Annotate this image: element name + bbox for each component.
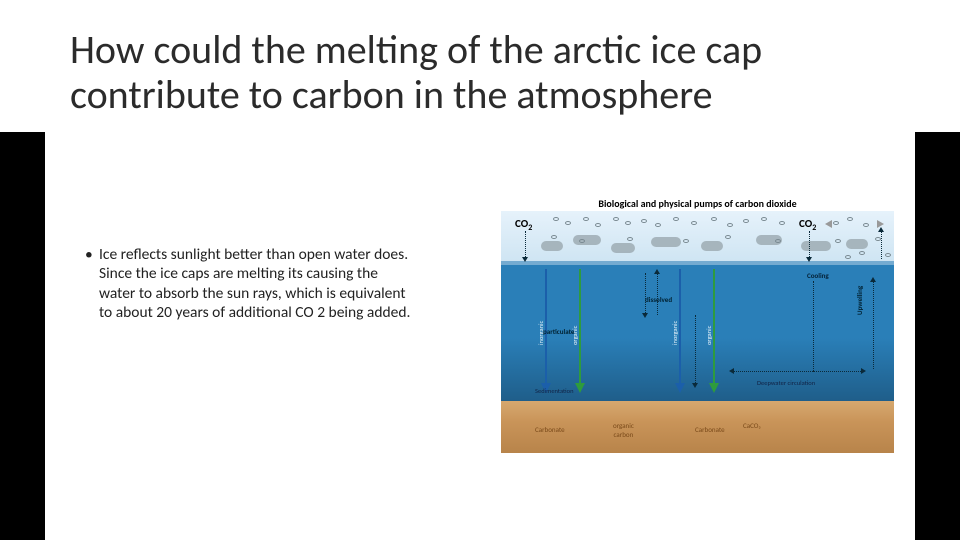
bubble-icon xyxy=(775,239,781,243)
arrow-label: inorganic xyxy=(671,321,679,345)
bubble-icon xyxy=(859,251,865,255)
dotted-arrow xyxy=(813,281,814,371)
cloud-icon xyxy=(846,239,868,249)
arrow-label: organic xyxy=(705,326,713,345)
arrowhead-icon xyxy=(642,313,648,318)
cloud-icon xyxy=(801,241,831,251)
label-deepwater: Deepwater circulation xyxy=(757,379,815,387)
bubble-icon xyxy=(583,217,589,221)
bubble-icon xyxy=(885,253,891,257)
arrowhead-icon xyxy=(870,277,876,282)
label-cooling: Cooling xyxy=(807,271,829,280)
diagram-title: Biological and physical pumps of carbon … xyxy=(495,197,900,210)
bubble-icon xyxy=(727,223,733,227)
cloud-icon xyxy=(701,241,723,251)
bubble-icon xyxy=(691,221,697,225)
label-dissolved: dissolved xyxy=(645,295,672,304)
carbon-pump-diagram: Biological and physical pumps of carbon … xyxy=(495,195,900,460)
bubble-icon xyxy=(579,239,585,243)
bubble-icon xyxy=(595,223,601,227)
bubble-icon xyxy=(627,237,633,241)
arrowhead-icon xyxy=(654,269,660,274)
bubble-icon xyxy=(779,221,785,225)
co2-right-label: CO2 xyxy=(799,217,816,233)
tri-icon xyxy=(825,220,832,228)
arrowhead-icon xyxy=(861,368,866,374)
dotted-arrow xyxy=(881,231,882,259)
slide-title: How could the melting of the arctic ice … xyxy=(70,28,890,118)
arrowhead-icon xyxy=(878,227,884,232)
bubble-icon xyxy=(833,221,839,225)
arrowhead-icon xyxy=(692,383,698,388)
dotted-arrow xyxy=(525,231,526,259)
co2-left-label: CO2 xyxy=(515,217,532,233)
bubble-icon xyxy=(613,217,619,221)
bubble-icon xyxy=(761,217,767,221)
bubble-icon xyxy=(835,239,841,243)
bubble-icon xyxy=(553,217,559,221)
bubble-icon xyxy=(655,223,661,227)
bubble-icon xyxy=(641,219,647,223)
dotted-arrow xyxy=(695,315,696,385)
arrowhead-icon xyxy=(522,257,528,262)
label-carbonate-r: Carbonate xyxy=(695,425,725,434)
bubble-icon xyxy=(743,219,749,223)
cloud-icon xyxy=(541,241,563,251)
bubble-icon xyxy=(845,255,851,259)
bubble-icon xyxy=(847,217,853,221)
slide: How could the melting of the arctic ice … xyxy=(0,0,960,540)
arrowhead-icon xyxy=(806,257,812,262)
label-organic-carbon: organic carbon xyxy=(613,421,634,439)
label-carbonate-l: Carbonate xyxy=(535,425,565,434)
bubble-icon xyxy=(683,239,689,243)
cloud-icon xyxy=(651,237,681,247)
label-sedimentation: Sedimentation xyxy=(535,387,574,395)
bubble-icon xyxy=(673,217,679,221)
arrowhead-icon xyxy=(729,368,734,374)
label-caco3: CaCO₃ xyxy=(743,421,761,430)
label-upwelling: Upwelling xyxy=(855,286,864,315)
bubble-icon xyxy=(863,223,869,227)
dotted-arrow xyxy=(809,231,810,259)
cloud-icon xyxy=(611,243,635,253)
dotted-arrow xyxy=(733,371,813,372)
bubble-icon xyxy=(551,235,557,239)
bubble-icon xyxy=(565,221,571,225)
bubble-icon xyxy=(725,235,731,239)
sky-layer xyxy=(501,211,894,261)
label-particulate: particulate xyxy=(543,327,574,336)
bullet-text: • Ice reflects sunlight better than open… xyxy=(85,245,415,323)
bullet-body: Ice reflects sunlight better than open w… xyxy=(99,245,415,323)
dotted-arrow xyxy=(873,281,874,369)
dotted-arrow xyxy=(657,273,658,315)
dotted-arrow xyxy=(645,273,646,315)
cloud-icon xyxy=(573,235,601,245)
bullet-marker: • xyxy=(85,245,99,323)
bubble-icon xyxy=(625,221,631,225)
bubble-icon xyxy=(711,217,717,221)
dotted-arrow xyxy=(813,371,863,372)
